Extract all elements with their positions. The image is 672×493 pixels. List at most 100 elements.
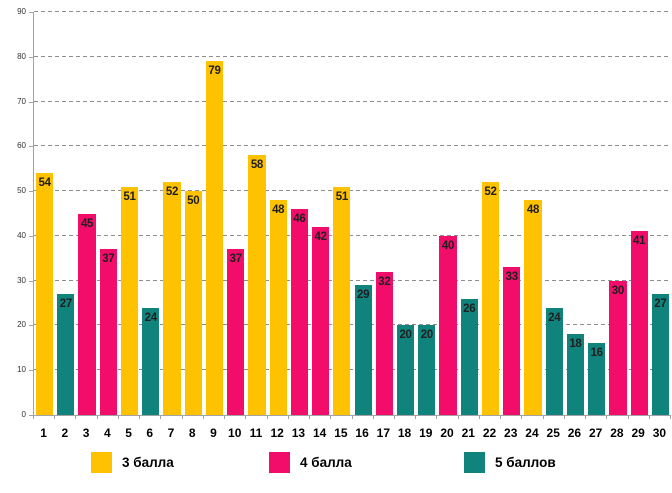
bar-value-label: 30 xyxy=(611,284,625,297)
bar-value-label: 46 xyxy=(293,213,306,226)
x-axis-label-16: 16 xyxy=(355,426,369,440)
x-axis-label-15: 15 xyxy=(334,426,348,440)
bar-value-label: 48 xyxy=(272,204,285,217)
x-axis-tick xyxy=(670,415,671,419)
x-axis-tick xyxy=(606,415,608,419)
bar-30: 27 xyxy=(651,294,669,415)
x-axis-label-27: 27 xyxy=(588,426,603,440)
bar-27: 16 xyxy=(588,343,606,415)
bar-value-label: 20 xyxy=(420,329,434,342)
x-axis-tick xyxy=(415,415,417,419)
y-axis-tick xyxy=(29,280,33,282)
x-axis-label-7: 7 xyxy=(167,426,175,440)
bar-7: 52 xyxy=(163,182,181,415)
y-axis-label-50: 50 xyxy=(17,186,26,196)
bar-14: 42 xyxy=(312,226,330,415)
y-axis-label-0: 0 xyxy=(21,410,26,419)
x-axis-tick xyxy=(309,415,311,419)
x-axis-label-9: 9 xyxy=(210,426,217,440)
bar-value-label: 32 xyxy=(378,275,391,288)
bar-4: 37 xyxy=(99,249,117,415)
y-axis-label-10: 10 xyxy=(17,365,26,375)
bar-11: 58 xyxy=(248,155,266,415)
x-axis-label-12: 12 xyxy=(270,426,284,440)
bar-13: 46 xyxy=(290,209,309,415)
x-axis-tick xyxy=(457,415,459,419)
bar-1: 54 xyxy=(36,173,54,415)
y-axis-tick xyxy=(29,12,33,13)
bar-value-label: 54 xyxy=(38,177,52,190)
x-axis-label-18: 18 xyxy=(397,426,412,440)
bar-value-label: 24 xyxy=(548,311,561,324)
bar-20: 40 xyxy=(439,235,457,415)
bar-value-label: 48 xyxy=(526,204,540,217)
x-axis-tick xyxy=(54,415,56,419)
x-axis-label-29: 29 xyxy=(631,426,645,440)
x-axis-tick xyxy=(372,415,374,419)
y-axis-label-60: 60 xyxy=(17,141,26,151)
bar-value-label: 52 xyxy=(484,186,497,199)
y-axis-tick xyxy=(29,191,33,193)
x-axis-label-30: 30 xyxy=(652,426,667,440)
bar-29: 41 xyxy=(630,231,648,415)
x-axis-tick xyxy=(436,415,438,419)
x-axis-tick xyxy=(393,415,395,419)
x-axis-tick xyxy=(500,415,502,419)
x-axis-label-11: 11 xyxy=(249,426,263,440)
bar-value-label: 20 xyxy=(399,329,412,342)
x-axis-label-28: 28 xyxy=(610,426,624,440)
x-axis-label-25: 25 xyxy=(546,426,560,440)
x-axis-label-8: 8 xyxy=(188,426,196,440)
bar-value-label: 24 xyxy=(144,311,158,324)
gridline-80 xyxy=(34,55,671,57)
x-axis-tick xyxy=(33,415,34,419)
y-axis-label-80: 80 xyxy=(17,51,26,61)
x-axis-label-6: 6 xyxy=(146,426,154,440)
bar-9: 79 xyxy=(205,61,224,415)
bar-2: 27 xyxy=(57,294,75,415)
x-axis-label-17: 17 xyxy=(376,426,390,440)
bar-28: 30 xyxy=(609,280,627,415)
plot-area: 54 27 45 37 51 24 52 50 79 37 58 48 46 42 51 29 32 20 20 40… xyxy=(33,11,671,416)
legend-item-2: 4 балла xyxy=(269,452,352,473)
legend-label: 4 балла xyxy=(300,455,352,470)
y-axis-tick xyxy=(29,235,33,237)
x-axis-tick xyxy=(563,415,565,419)
y-axis-label-40: 40 xyxy=(17,230,26,240)
bar-value-label: 51 xyxy=(123,190,136,203)
x-axis-tick xyxy=(117,415,119,419)
bar-23: 33 xyxy=(503,267,521,415)
x-axis-tick xyxy=(648,415,650,419)
bar-18: 20 xyxy=(396,325,415,415)
gridline-50 xyxy=(34,190,671,192)
bar-5: 51 xyxy=(120,186,139,415)
gridline-20 xyxy=(34,324,671,326)
bar-24: 48 xyxy=(524,200,542,415)
y-axis-tick xyxy=(29,415,33,416)
bar-value-label: 41 xyxy=(633,235,646,248)
bar-16: 29 xyxy=(354,285,372,415)
x-axis-label-21: 21 xyxy=(461,426,475,440)
bar-value-label: 51 xyxy=(335,190,349,203)
x-axis-label-14: 14 xyxy=(312,426,327,440)
bar-19: 20 xyxy=(418,325,436,415)
bar-value-label: 26 xyxy=(463,302,476,315)
gridline-40 xyxy=(34,234,671,236)
legend-swatch xyxy=(91,452,112,473)
x-axis-tick xyxy=(330,415,332,419)
y-axis-label-30: 30 xyxy=(17,275,26,285)
chart-legend: 3 балла 4 балла 5 баллов xyxy=(0,452,672,474)
bar-6: 24 xyxy=(142,307,160,415)
bar-value-label: 42 xyxy=(314,230,328,243)
bar-25: 24 xyxy=(545,307,563,415)
x-axis-tick xyxy=(287,415,289,419)
x-axis-tick xyxy=(521,415,523,419)
bar-26: 18 xyxy=(566,334,585,415)
x-axis-tick xyxy=(351,415,353,419)
y-axis-tick xyxy=(29,325,33,327)
bar-value-label: 40 xyxy=(441,239,455,252)
bar-value-label: 37 xyxy=(102,253,115,266)
bar-value-label: 79 xyxy=(208,65,221,78)
x-axis-label-5: 5 xyxy=(125,426,132,440)
x-axis-tick xyxy=(245,415,247,419)
